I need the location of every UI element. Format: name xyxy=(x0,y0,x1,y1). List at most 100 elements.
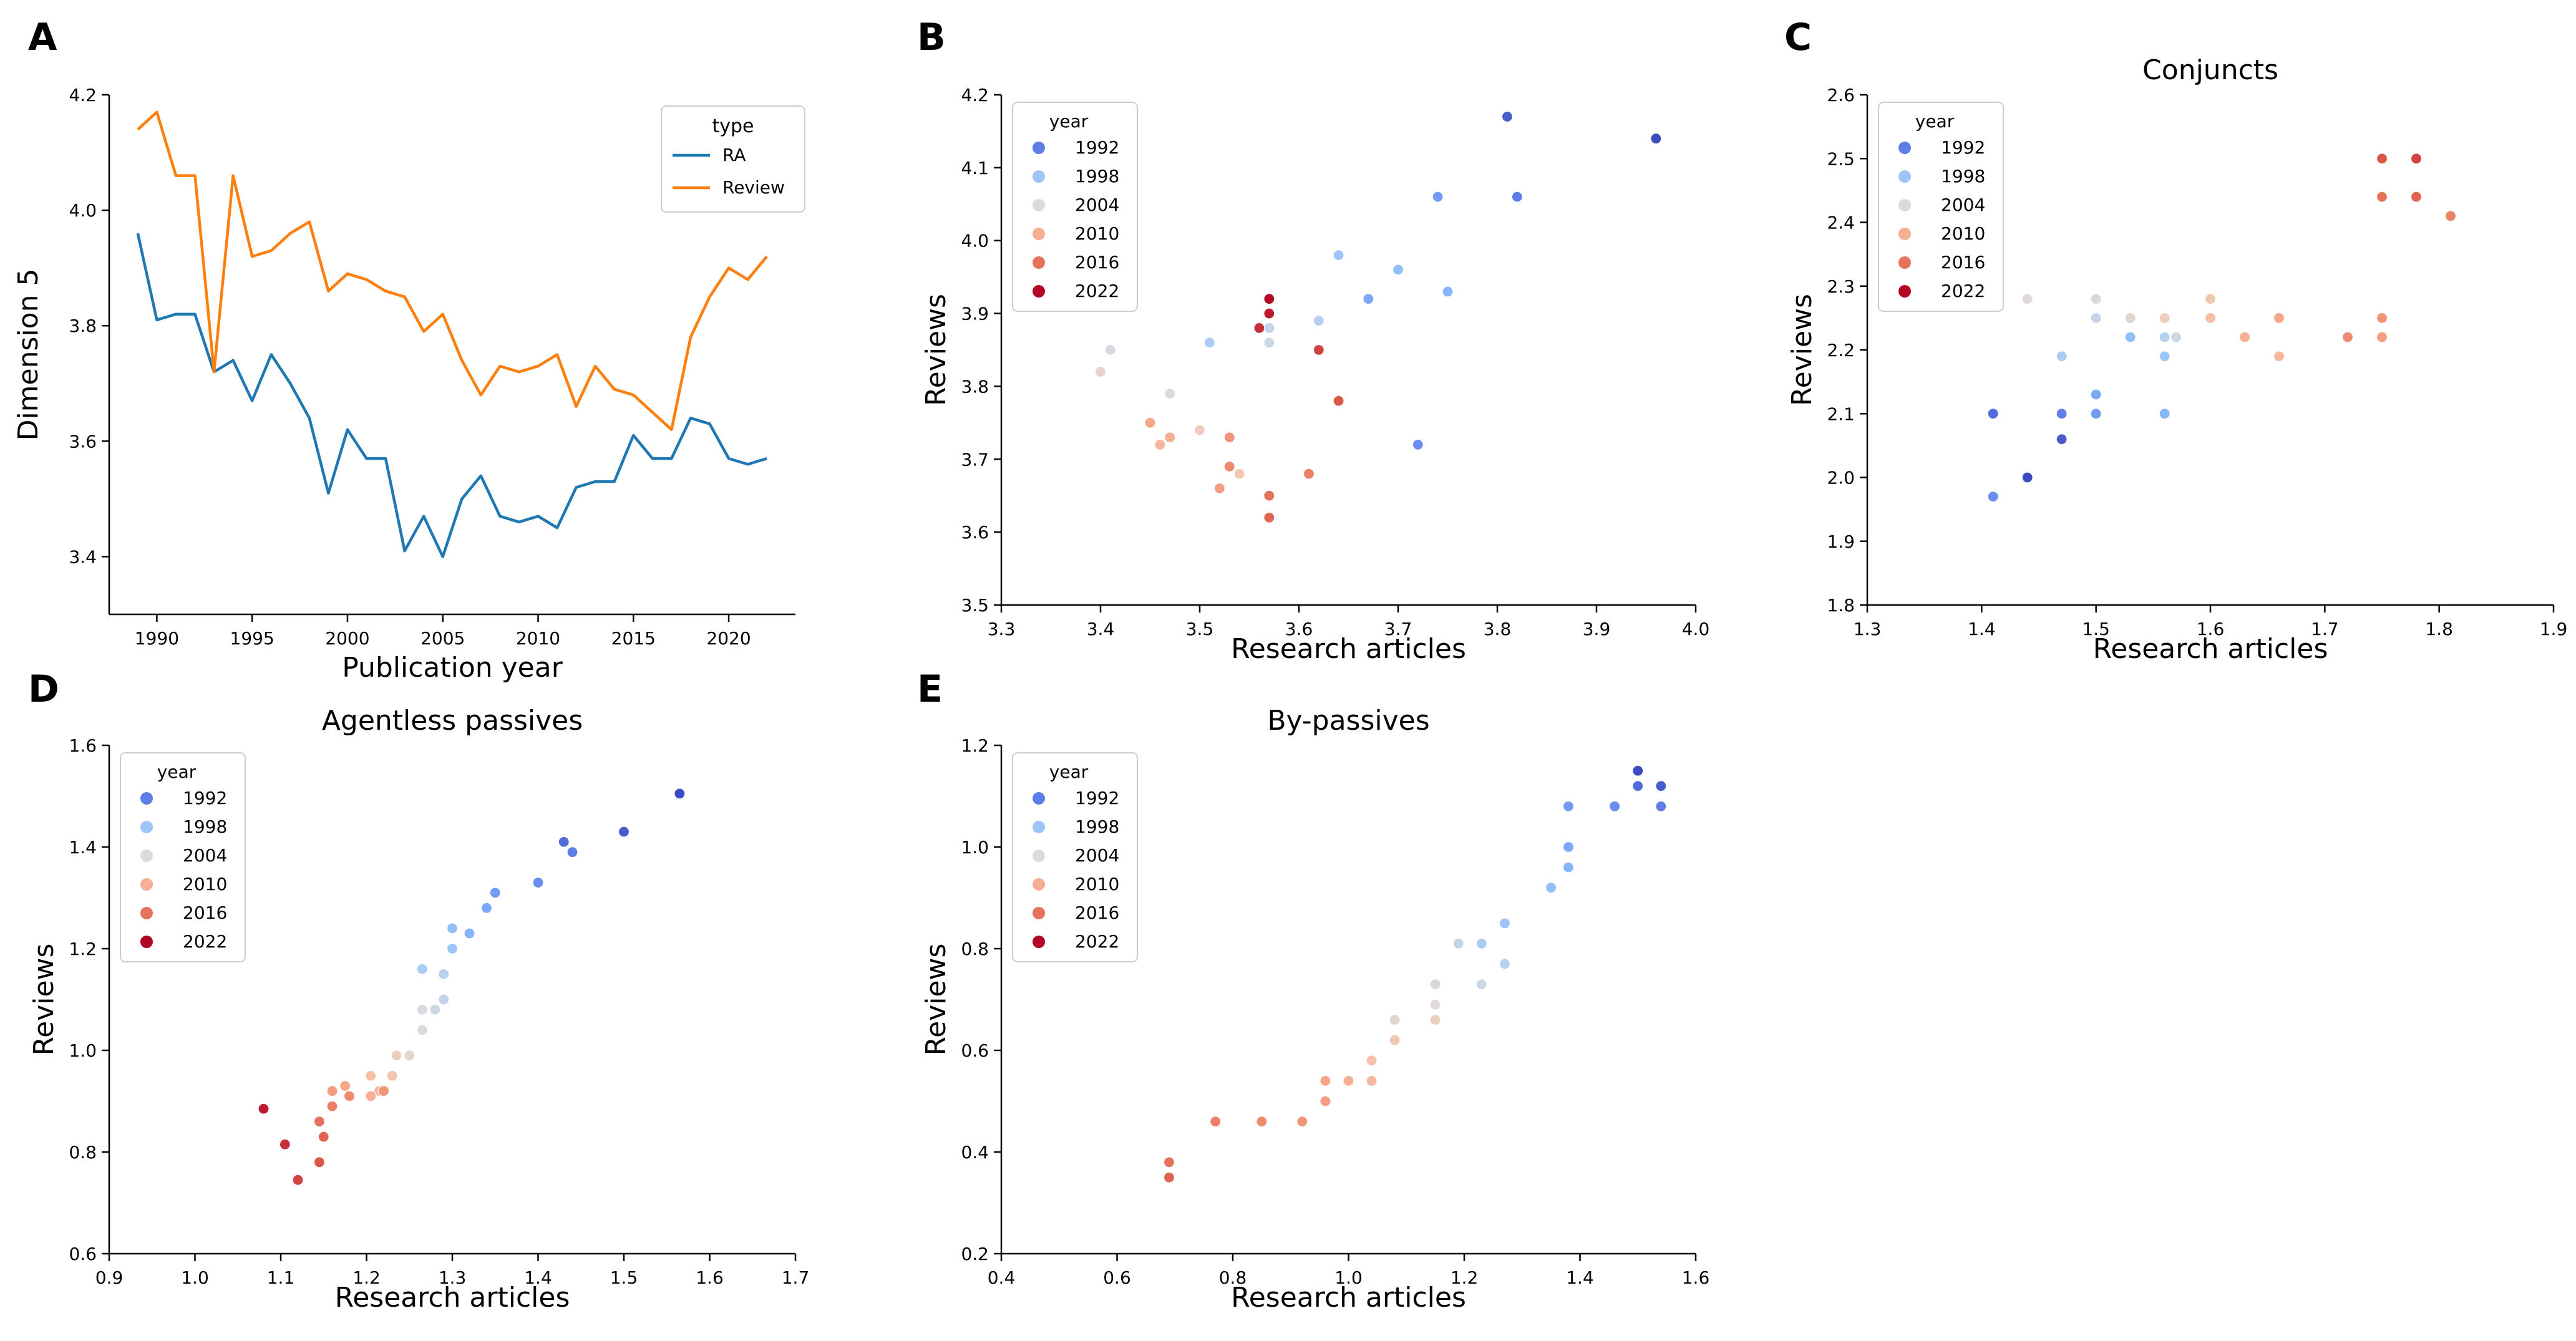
data-point-2022 xyxy=(1263,293,1275,305)
data-point-1997 xyxy=(1392,264,1404,276)
x-tick-label: 2015 xyxy=(611,628,656,649)
data-point-2004 xyxy=(1429,999,1441,1010)
panel-label: E xyxy=(917,667,943,711)
x-tick-label: 2020 xyxy=(706,628,751,649)
legend: year 1992 1998 2004 2010 2016 2022 xyxy=(1012,752,1138,962)
legend-entry: 2004 xyxy=(1075,845,1119,866)
data-point-1998 xyxy=(1333,249,1344,261)
legend-title: year xyxy=(157,762,197,782)
legend: year 1992 1998 2004 2010 2016 2022 xyxy=(120,752,246,962)
legend-marker-2022 xyxy=(1898,285,1911,298)
data-point-2015 xyxy=(1210,1115,1222,1128)
legend-entry: 2010 xyxy=(1075,223,1119,244)
x-tick-label: 1.6 xyxy=(2197,619,2225,639)
data-point-2007 xyxy=(1233,468,1245,480)
data-point-2001 xyxy=(1452,937,1464,949)
data-point-1996 xyxy=(2159,408,2170,420)
y-tick-label: 1.2 xyxy=(961,735,989,756)
data-point-1999 xyxy=(1475,937,1487,949)
data-point-2014 xyxy=(343,1090,356,1102)
y-tick-label: 4.1 xyxy=(961,158,989,178)
legend-entry: 2010 xyxy=(183,874,227,894)
data-point-1993 xyxy=(532,876,544,889)
panel-e: E By-passives 0.4 0.6 0.8 1.0 1.2 1.4 1.6 0.2 0.4 0… xyxy=(917,667,1709,1314)
data-point-2000 xyxy=(438,968,450,980)
data-point-1996 xyxy=(1442,286,1454,298)
data-point-2003 xyxy=(2090,293,2102,305)
data-point-2004 xyxy=(1164,388,1176,400)
data-point-2016 xyxy=(313,1115,325,1128)
data-point-1995 xyxy=(1562,841,1575,853)
data-point-2016 xyxy=(1263,490,1275,501)
data-point-2002 xyxy=(1263,337,1275,349)
x-tick-label: 3.3 xyxy=(988,619,1016,639)
data-point-2007 xyxy=(1389,1034,1401,1046)
y-tick-label: 0.2 xyxy=(961,1244,989,1264)
data-point-2010 xyxy=(365,1090,377,1102)
x-tick-label: 3.4 xyxy=(1087,619,1115,639)
legend-marker-2022 xyxy=(1033,285,1045,298)
data-point-1989 xyxy=(1650,133,1662,145)
legend-entry: 1998 xyxy=(1075,166,1119,186)
data-point-1991 xyxy=(1987,408,1999,420)
data-point-2001 xyxy=(1263,322,1275,334)
data-point-2000 xyxy=(1313,315,1324,327)
legend-marker-1992 xyxy=(140,792,153,805)
data-point-2001 xyxy=(438,994,450,1005)
data-point-1998 xyxy=(1499,917,1511,929)
legend-marker-2022 xyxy=(1033,936,1045,948)
y-tick-label: 0.6 xyxy=(961,1040,989,1061)
x-axis-label: Research articles xyxy=(1231,633,1466,665)
data-point-2002 xyxy=(429,1004,441,1015)
chart-title: By-passives xyxy=(1267,705,1429,737)
y-tick-label: 3.8 xyxy=(69,316,97,336)
y-tick-label: 3.8 xyxy=(961,376,989,397)
x-tick-label: 1.4 xyxy=(1566,1267,1594,1288)
x-tick-label: 1.6 xyxy=(696,1267,724,1288)
y-tick-label: 3.4 xyxy=(69,546,97,567)
data-point-2014 xyxy=(1256,1115,1268,1128)
legend-entry: 2022 xyxy=(1075,931,1119,952)
data-point-1992 xyxy=(566,846,578,858)
series-line-review xyxy=(137,110,768,432)
y-tick-label: 1.0 xyxy=(961,837,989,858)
panel-b: B 3.3 3.4 3.5 3.6 3.7 3.8 3.9 4.0 3.5 3.6 3.7 3.8 3.9… xyxy=(917,16,1709,665)
data-point-2006 xyxy=(2159,312,2170,324)
y-tick-label: 1.6 xyxy=(69,735,97,756)
legend-entry: 2016 xyxy=(1941,252,1985,273)
data-point-1991 xyxy=(1632,780,1644,792)
y-axis-label: Reviews xyxy=(920,944,952,1056)
legend-marker-2016 xyxy=(140,907,153,919)
y-tick-label: 1.4 xyxy=(69,837,97,858)
y-axis-label: Dimension 5 xyxy=(12,269,44,441)
x-tick-label: 1.4 xyxy=(524,1267,552,1288)
x-axis-label: Research articles xyxy=(2093,633,2328,665)
data-point-2002 xyxy=(1475,978,1487,990)
data-point-1996 xyxy=(1562,861,1575,873)
data-point-2004 xyxy=(2021,293,2033,305)
legend-entry: 2004 xyxy=(183,845,227,866)
legend-title: year xyxy=(1049,762,1089,782)
data-point-1993 xyxy=(1412,438,1424,451)
chart-title: Conjuncts xyxy=(2142,54,2278,86)
panel-label: C xyxy=(1784,16,1812,59)
y-tick-label: 0.8 xyxy=(961,939,989,959)
x-tick-label: 0.9 xyxy=(95,1267,124,1288)
legend-marker-1992 xyxy=(1033,792,1045,805)
x-tick-label: 1.6 xyxy=(1682,1267,1710,1288)
legend-marker-2022 xyxy=(140,936,153,948)
data-point-2018 xyxy=(1333,395,1344,407)
x-tick-label: 1.8 xyxy=(2425,619,2453,639)
legend-entry: 2022 xyxy=(1941,281,1985,301)
x-tick-label: 1.2 xyxy=(352,1267,381,1288)
y-tick-label: 2.5 xyxy=(1827,148,1855,169)
x-tick-label: 1.5 xyxy=(610,1267,638,1288)
data-point-1992 xyxy=(1511,191,1523,203)
x-tick-label: 1.3 xyxy=(439,1267,467,1288)
legend-marker-2010 xyxy=(1898,228,1911,240)
x-axis-label: Publication year xyxy=(342,652,563,684)
legend-entry: 2016 xyxy=(1075,252,1119,273)
data-point-1991 xyxy=(558,836,570,848)
data-point-2008 xyxy=(1366,1055,1378,1067)
data-point-2012 xyxy=(1320,1095,1331,1107)
